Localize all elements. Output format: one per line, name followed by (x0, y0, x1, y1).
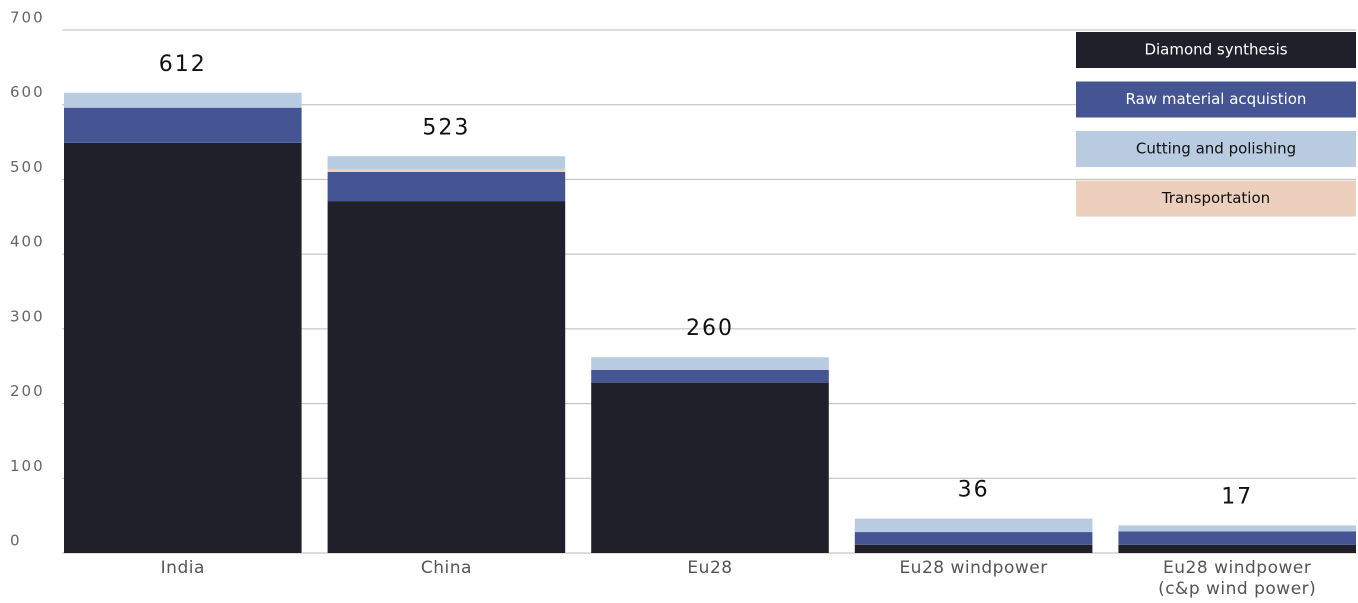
y-tick-label: 700 (10, 9, 45, 27)
bar-segment (327, 156, 566, 169)
legend-swatch (1076, 180, 1356, 217)
bar-segment (591, 357, 829, 370)
total-label: 260 (686, 316, 734, 341)
legend-label: Diamond synthesis (1144, 41, 1287, 59)
bar-segment (64, 107, 302, 143)
legend-swatch (1076, 32, 1356, 68)
y-tick-label: 600 (10, 83, 45, 101)
legend-label: Cutting and polishing (1136, 140, 1296, 158)
bar-segment (591, 382, 829, 553)
total-label: 17 (1221, 484, 1253, 509)
x-tick-label: Eu28 (687, 558, 733, 578)
total-label: 523 (422, 115, 470, 140)
bar-segment (327, 168, 566, 172)
y-tick-label: 0 (10, 532, 22, 550)
total-label: 36 (958, 478, 990, 503)
bar-segment (1118, 544, 1356, 553)
bar-segment (1118, 525, 1356, 532)
y-tick-label: 300 (10, 307, 45, 325)
bar-segment (327, 171, 566, 202)
bar-segment (591, 369, 829, 383)
total-label: 612 (159, 52, 207, 77)
y-tick-label: 100 (10, 457, 45, 475)
legend-label: Transportation (1161, 189, 1270, 207)
bar-segment (1118, 531, 1356, 545)
bar-segment (854, 532, 1093, 545)
x-tick-label: Eu28 windpower (899, 558, 1048, 578)
y-tick-label: 400 (10, 233, 45, 251)
legend-swatch (1076, 131, 1356, 167)
x-tick-label: China (420, 558, 472, 578)
legend-label: Raw material acquistion (1126, 90, 1307, 108)
y-tick-label: 500 (10, 158, 45, 176)
x-tick-label: India (160, 558, 205, 578)
bar-segment (327, 201, 566, 554)
legend-swatch (1076, 81, 1356, 118)
bar-segment (854, 518, 1093, 533)
x-tick-label: Eu28 windpower (c&p wind power) (1158, 558, 1317, 599)
bar-segment (64, 142, 302, 553)
bar-segment (854, 544, 1093, 553)
y-tick-label: 200 (10, 382, 45, 400)
bar-segment (64, 92, 302, 108)
